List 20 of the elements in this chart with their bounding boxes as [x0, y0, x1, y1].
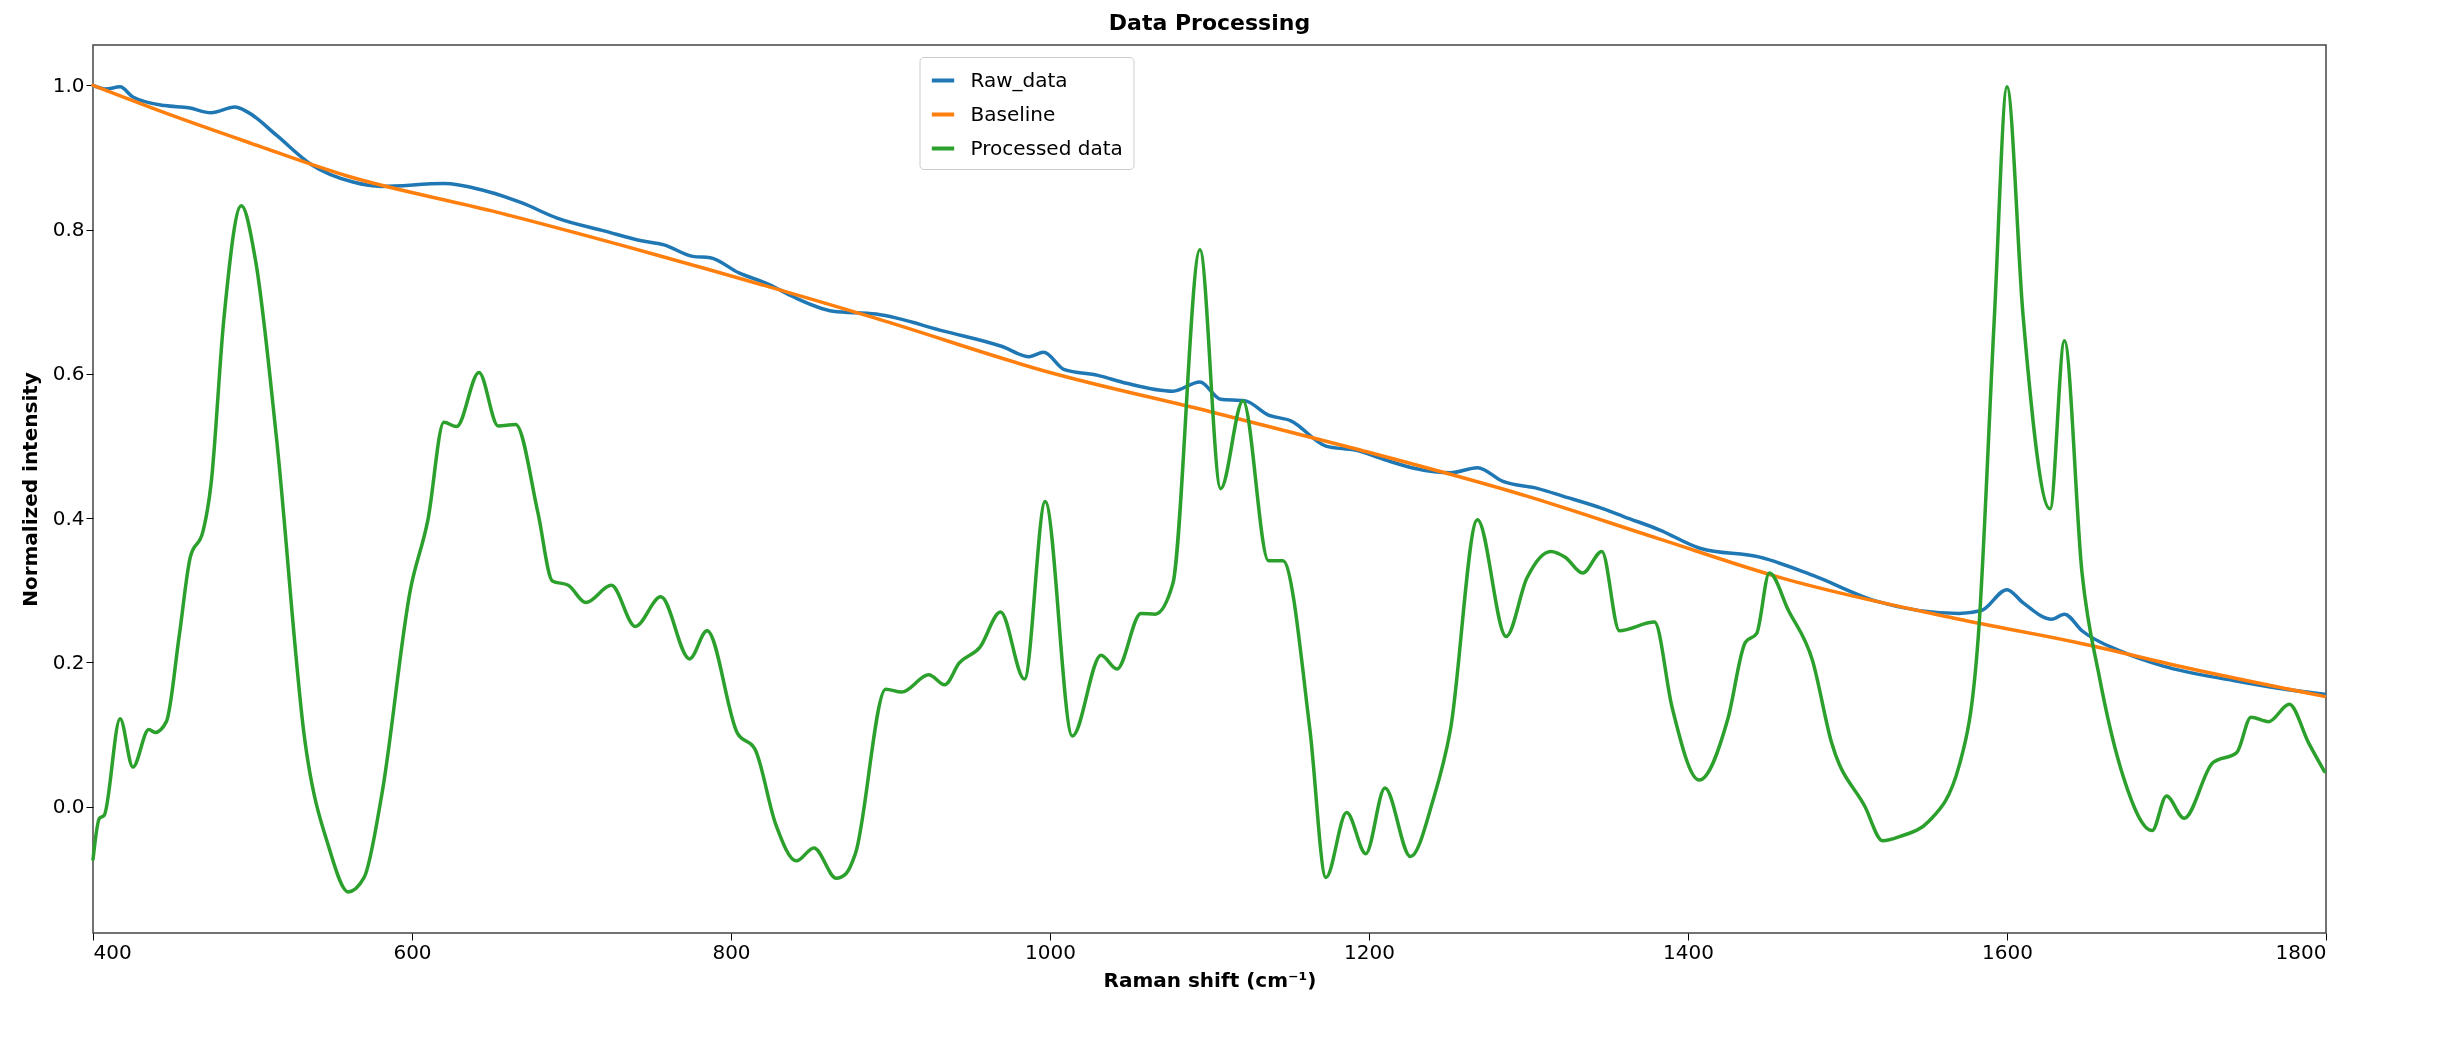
x-axis-title: Raman shift (cm⁻¹) [1103, 967, 1317, 992]
chart-title: Data Processing [1108, 10, 1311, 35]
x-tick-label: 600 [393, 939, 432, 964]
y-tick-label: 0.2 [52, 649, 85, 674]
legend-label: Baseline [970, 101, 1056, 126]
x-tick-label: 1200 [1344, 939, 1395, 964]
legend-label: Processed data [970, 135, 1123, 160]
x-tick-label: 1000 [1025, 939, 1076, 964]
x-tick-label: 1800 [2275, 939, 2327, 964]
legend-label: Raw_data [970, 67, 1068, 92]
y-tick-label: 0.6 [52, 361, 85, 386]
y-tick-label: 0.8 [52, 217, 85, 242]
y-tick-label: 0.0 [52, 794, 85, 819]
x-tick-label: 1600 [1982, 939, 2033, 964]
y-tick-label: 0.4 [52, 505, 85, 530]
y-tick-label: 1.0 [52, 72, 85, 97]
y-axis-title: Normalized intensity [17, 372, 42, 607]
x-tick-label: 800 [712, 939, 751, 964]
x-tick-label: 400 [93, 939, 132, 964]
x-tick-label: 1400 [1663, 939, 1714, 964]
